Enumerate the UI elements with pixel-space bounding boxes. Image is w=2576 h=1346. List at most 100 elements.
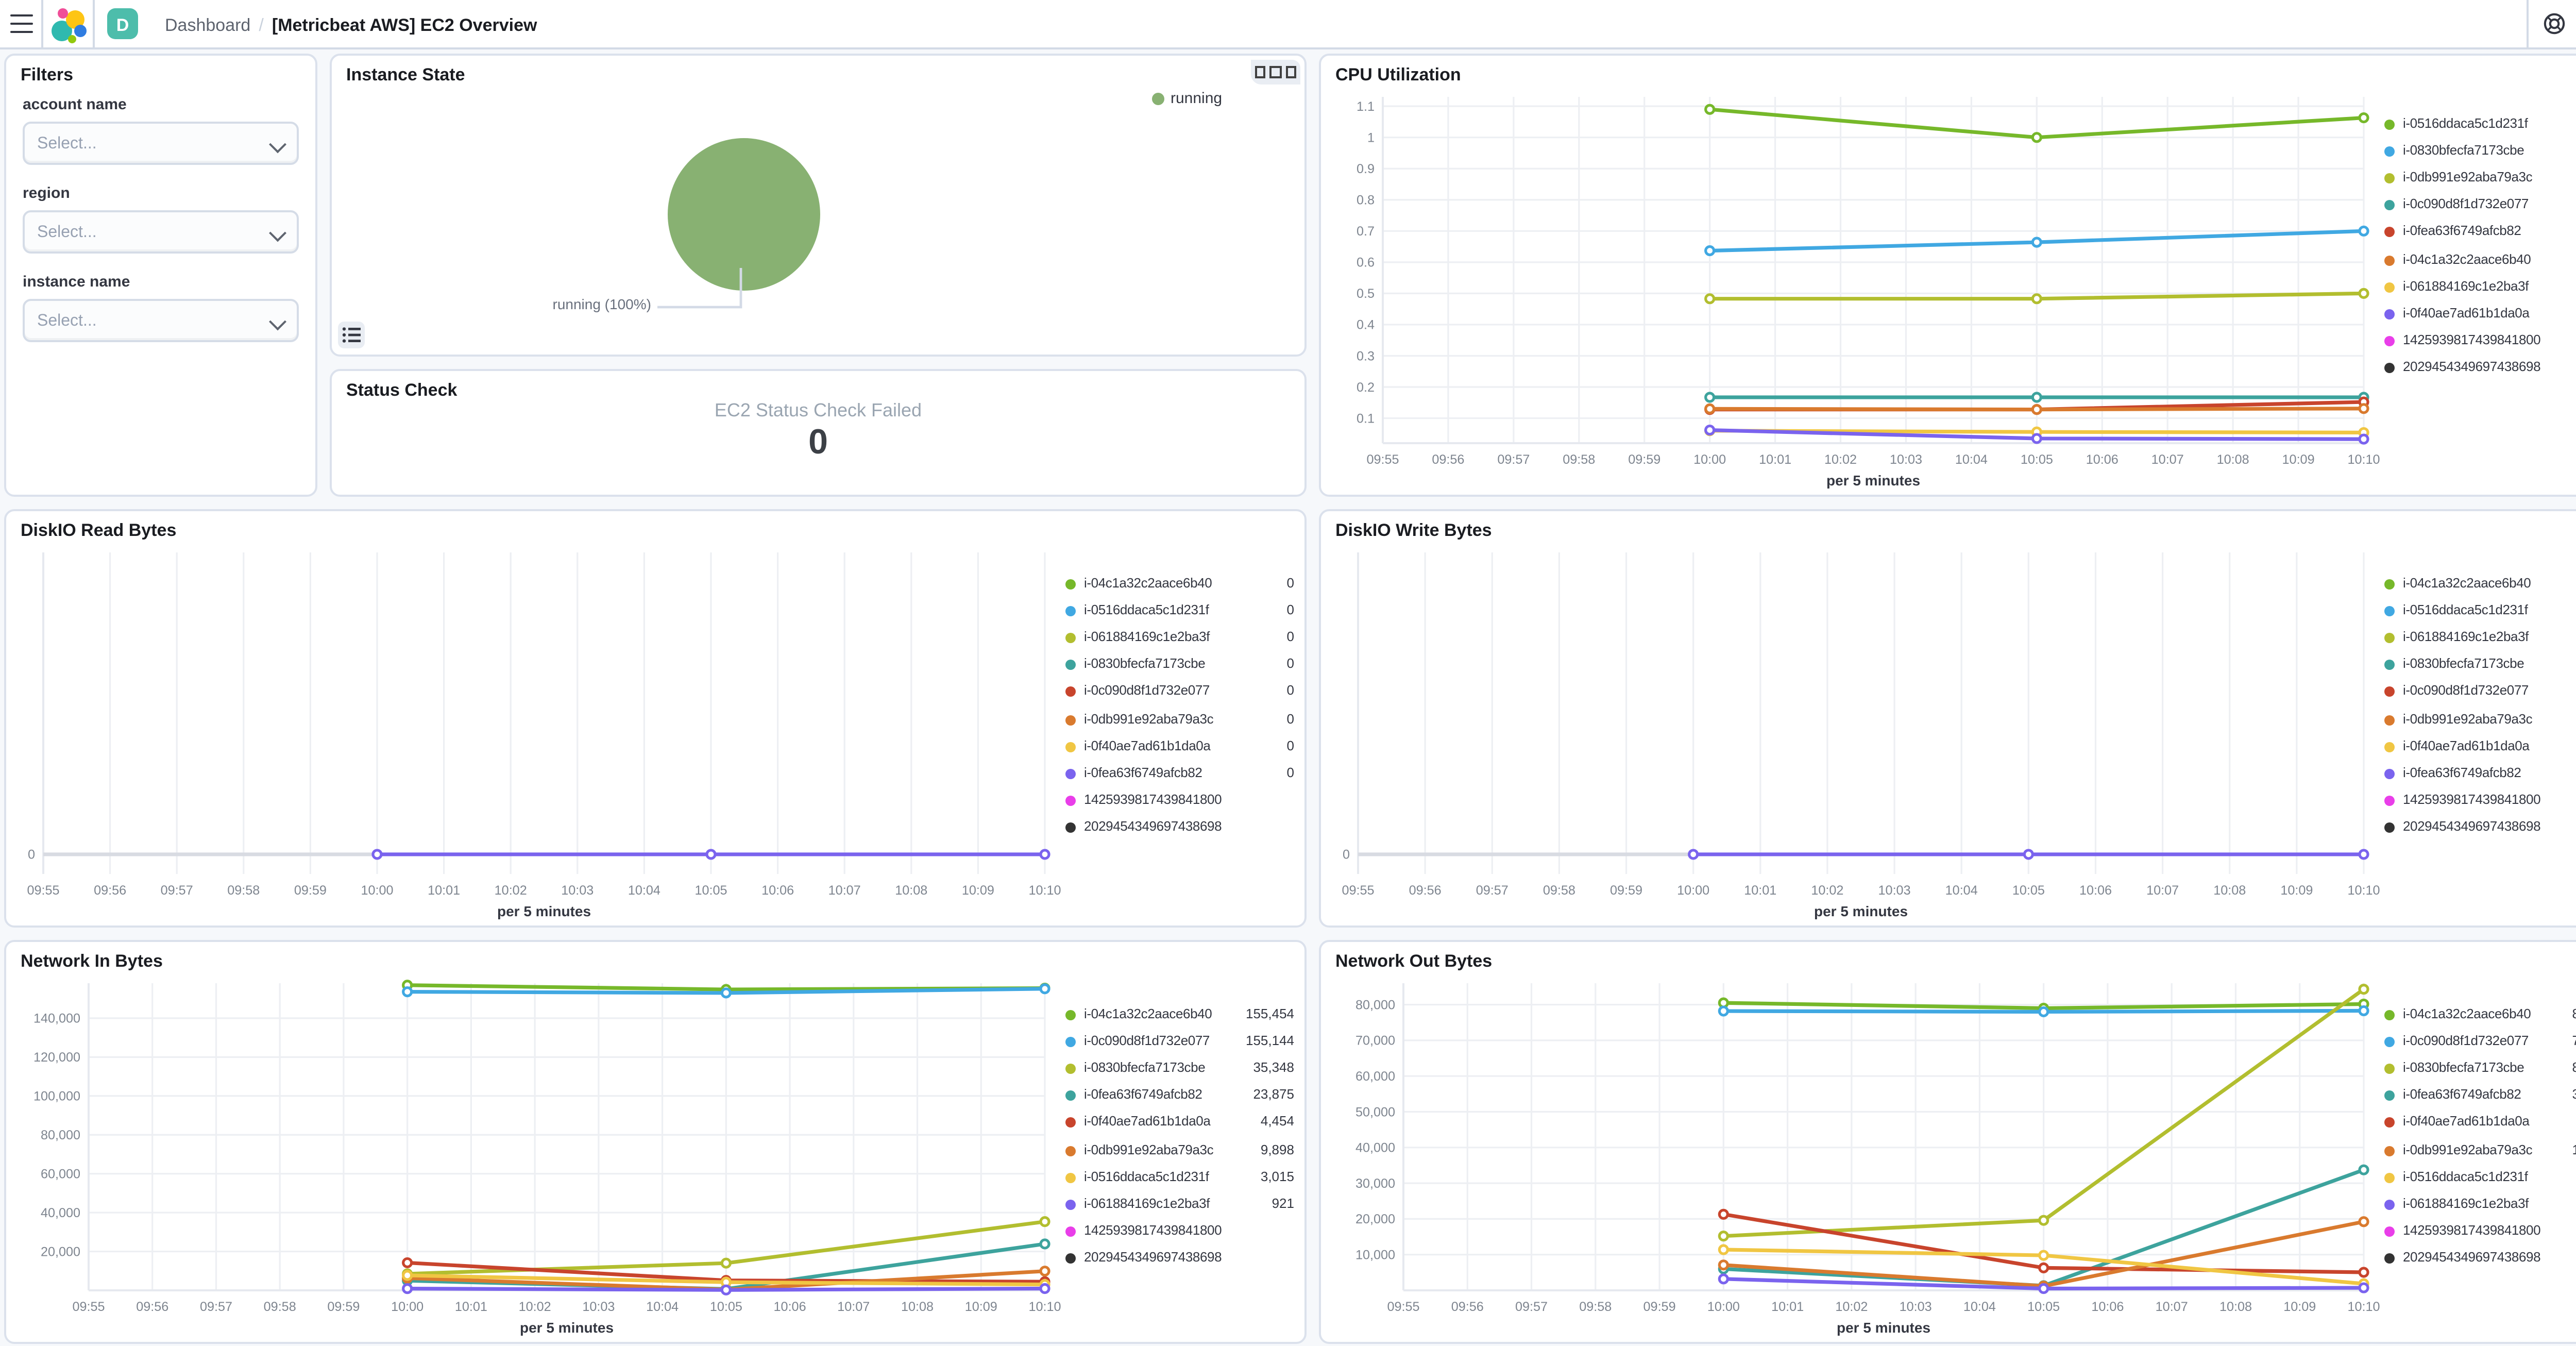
home-logo-button[interactable] bbox=[43, 0, 93, 47]
x-tick-label: 10:08 bbox=[2213, 883, 2246, 898]
legend-item-i-0830bfecfa7173cbe[interactable]: i-0830bfecfa7173cbe 84,322 bbox=[2384, 1056, 2576, 1083]
legend-label: 2029454349697438698 bbox=[2403, 1251, 2541, 1266]
legend-item-2029454349697438698[interactable]: 2029454349697438698 bbox=[2384, 1244, 2576, 1271]
x-tick-label: 10:02 bbox=[1835, 1300, 1868, 1314]
legend-dot-icon bbox=[2384, 120, 2395, 130]
data-point-i-0f40ae7ad61b1da0a bbox=[1718, 1208, 1729, 1220]
legend-label: i-0c090d8f1d732e077 bbox=[2403, 685, 2529, 700]
data-point-i-0c090d8f1d732e077 bbox=[402, 986, 413, 998]
legend-label: i-061884169c1e2ba3f bbox=[2403, 1197, 2529, 1212]
data-point-i-0830bfecfa7173cbe bbox=[1704, 245, 1716, 257]
legend-item-2029454349697438698[interactable]: 2029454349697438698 bbox=[1065, 814, 1294, 840]
legend-item-i-0c090d8f1d732e077[interactable]: i-0c090d8f1d732e077 155,144 bbox=[1065, 1029, 1294, 1055]
x-tick-label: 09:58 bbox=[264, 1300, 296, 1314]
legend-value: 3,015 bbox=[1260, 1170, 1294, 1185]
legend-item-2029454349697438698[interactable]: 2029454349697438698 bbox=[2384, 814, 2576, 840]
legend-label: i-0516ddaca5c1d231f bbox=[1084, 1170, 1209, 1185]
legend-item-i-0830bfecfa7173cbe[interactable]: i-0830bfecfa7173cbe 35,348 bbox=[1065, 1056, 1294, 1083]
data-point-i-0c090d8f1d732e077 bbox=[1718, 1005, 1729, 1017]
legend-item-1425939817439841800[interactable]: 1425939817439841800 bbox=[2384, 1218, 2576, 1244]
instance-name-select[interactable]: Select... bbox=[23, 299, 299, 342]
select-placeholder: Select... bbox=[37, 134, 97, 153]
data-point-i-0516ddaca5c1d231f bbox=[402, 1270, 413, 1281]
legend-item-2029454349697438698[interactable]: 2029454349697438698 bbox=[1065, 1244, 1294, 1271]
panel-cpu-utilization: CPU Utilization 09:55 09:56 09:57 09:58 09:5… bbox=[1319, 54, 2576, 497]
legend-dot-icon bbox=[2384, 1253, 2395, 1264]
legend-item-1425939817439841800[interactable]: 1425939817439841800 bbox=[2384, 787, 2576, 814]
x-tick-label: 10:07 bbox=[2146, 883, 2179, 898]
legend-item-1425939817439841800[interactable]: 1425939817439841800 bbox=[2384, 327, 2576, 354]
help-button[interactable] bbox=[2529, 0, 2576, 47]
legend-dot-icon bbox=[1065, 822, 1076, 833]
x-tick-label: 10:00 bbox=[1707, 1300, 1740, 1314]
x-tick-label: 10:01 bbox=[1744, 883, 1776, 898]
x-tick-label: 09:55 bbox=[1342, 883, 1374, 898]
legend-toggle-button[interactable] bbox=[338, 322, 365, 348]
legend-item-i-0516ddaca5c1d231f[interactable]: i-0516ddaca5c1d231f1.063 bbox=[2384, 111, 2576, 138]
legend-item-i-0db991e92aba79a3c[interactable]: i-0db991e92aba79a3c 19,231 bbox=[2384, 1137, 2576, 1164]
legend-item-i-061884169c1e2ba3f[interactable]: i-061884169c1e2ba3f710 bbox=[2384, 1191, 2576, 1218]
legend-item-i-0516ddaca5c1d231f[interactable]: i-0516ddaca5c1d231f 3,015 bbox=[1065, 1164, 1294, 1190]
data-point-i-0db991e92aba79a3c bbox=[2031, 293, 2042, 305]
legend-item-i-0fea63f6749afcb82[interactable]: i-0fea63f6749afcb82 23,875 bbox=[1065, 1083, 1294, 1109]
legend-item-i-04c1a32c2aace6b40[interactable]: i-04c1a32c2aace6b40 155,454 bbox=[1065, 1002, 1294, 1029]
data-point-i-0830bfecfa7173cbe bbox=[720, 1257, 732, 1269]
legend-dot-icon bbox=[2384, 362, 2395, 373]
pie-slice-running[interactable] bbox=[668, 138, 820, 291]
legend-item-i-04c1a32c2aace6b40[interactable]: i-04c1a32c2aace6b40 80,166 bbox=[2384, 1002, 2576, 1029]
legend-item-i-0f40ae7ad61b1da0a[interactable]: i-0f40ae7ad61b1da0a5,054 bbox=[2384, 1110, 2576, 1137]
legend-item-i-0f40ae7ad61b1da0a[interactable]: i-0f40ae7ad61b1da0a 4,454 bbox=[1065, 1110, 1294, 1137]
pie-callout-lines bbox=[657, 268, 742, 309]
legend-item-i-061884169c1e2ba3f[interactable]: i-061884169c1e2ba3f 921 bbox=[1065, 1191, 1294, 1218]
legend-item-i-0c090d8f1d732e077[interactable]: i-0c090d8f1d732e077 78,288 bbox=[2384, 1029, 2576, 1055]
x-tick-label: 10:04 bbox=[1945, 883, 1978, 898]
legend-item-i-0db991e92aba79a3c[interactable]: i-0db991e92aba79a3c 9,898 bbox=[1065, 1137, 1294, 1164]
y-tick-label: 20,000 bbox=[41, 1244, 80, 1259]
top-bar: D Dashboard / [Metricbeat AWS] EC2 Overv… bbox=[0, 0, 2576, 49]
legend-item-2029454349697438698[interactable]: 2029454349697438698 bbox=[2384, 354, 2576, 381]
legend-dot-icon bbox=[2384, 335, 2395, 346]
legend-dot-icon bbox=[2384, 795, 2395, 806]
legend-item-i-0516ddaca5c1d231f[interactable]: i-0516ddaca5c1d231f1,847 bbox=[2384, 1164, 2576, 1190]
legend-item-1425939817439841800[interactable]: 1425939817439841800 bbox=[1065, 787, 1294, 814]
breadcrumb-dashboard-link[interactable]: Dashboard bbox=[165, 13, 251, 34]
x-tick-label: 10:07 bbox=[837, 1300, 870, 1314]
region-select[interactable]: Select... bbox=[23, 210, 299, 254]
diskio-write-legend: i-04c1a32c2aace6b400i-0516ddaca5c1d231f0… bbox=[2384, 571, 2576, 841]
panel-options-button[interactable] bbox=[1251, 60, 1300, 85]
legend-label: i-0830bfecfa7173cbe bbox=[1084, 658, 1206, 673]
account-name-select[interactable]: Select... bbox=[23, 122, 299, 165]
x-tick-label: 10:00 bbox=[1677, 883, 1709, 898]
data-point-i-0830bfecfa7173cbe bbox=[1718, 1231, 1729, 1242]
panel-status-check: Status Check EC2 Status Check Failed 0 bbox=[330, 369, 1307, 497]
legend-item-1425939817439841800[interactable]: 1425939817439841800 bbox=[1065, 1218, 1294, 1244]
legend-item-i-0fea63f6749afcb82[interactable]: i-0fea63f6749afcb82 33,741 bbox=[2384, 1083, 2576, 1109]
menu-button[interactable] bbox=[0, 0, 41, 47]
filter-group-instance-name: instance name Select... bbox=[23, 272, 299, 342]
space-switcher[interactable]: D bbox=[95, 0, 150, 47]
pie-legend-item-running[interactable]: running bbox=[1152, 89, 1222, 107]
